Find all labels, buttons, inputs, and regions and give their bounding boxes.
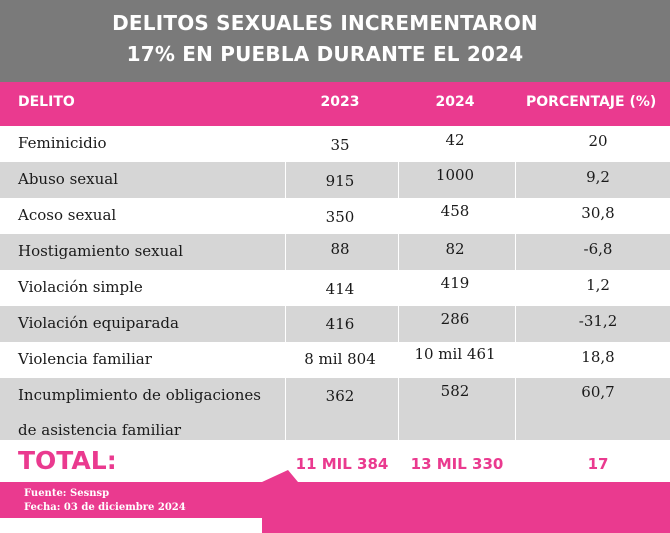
table-header: DELITO 2023 2024 PORCENTAJE (%) [0,82,670,126]
cell-porcentaje: 18,8 [581,348,615,366]
cell-delito: Acoso sexual [18,206,117,224]
column-divider [398,126,399,440]
header-delito: DELITO [18,94,75,110]
cell-porcentaje: -6,8 [583,240,613,258]
header-2024: 2024 [435,94,475,110]
total-label: TOTAL: [18,446,117,475]
table-row: Acoso sexual 350 458 30,8 [0,198,670,234]
total-porcentaje: 17 [587,455,609,473]
table-row: Violación equiparada 416 286 -31,2 [0,306,670,342]
cell-delito: Violación equiparada [18,314,179,332]
table-row: Violencia familiar 8 mil 804 10 mil 461 … [0,342,670,378]
table-row: Hostigamiento sexual 88 82 -6,8 [0,234,670,270]
cell-porcentaje: 60,7 [581,383,615,401]
cell-2023: 416 [325,315,355,333]
cell-delito-line-2: de asistencia familiar [18,421,182,439]
cell-2023: 88 [330,240,350,258]
cell-porcentaje: 1,2 [586,276,610,294]
header-2023: 2023 [320,94,360,110]
cell-2023: 8 mil 804 [304,350,376,368]
cell-delito-line-1: Incumplimiento de obligaciones [18,386,261,404]
total-2023: 11 MIL 384 [295,455,389,473]
cell-2023: 350 [325,208,355,226]
cell-delito: Abuso sexual [18,170,119,188]
cell-2023: 362 [325,387,355,405]
cell-delito: Feminicidio [18,134,107,152]
cell-2023: 414 [325,280,355,298]
cell-2023: 915 [325,172,355,190]
cell-2024: 82 [445,240,465,258]
cell-delito: Violencia familiar [18,350,152,368]
table-row: Abuso sexual 915 1000 9,2 [0,162,670,198]
page-title-line-2: 17% EN PUEBLA DURANTE EL 2024 [126,42,524,66]
cell-2024: 419 [440,274,470,292]
table-row: Incumplimiento de obligaciones de asiste… [0,378,670,440]
cell-delito: Hostigamiento sexual [18,242,183,260]
column-divider [285,126,286,440]
cell-2024: 1000 [435,166,475,184]
cell-porcentaje: 20 [588,132,608,150]
cell-2024: 582 [440,382,470,400]
cell-porcentaje: -31,2 [578,312,618,330]
page-title-line-1: DELITOS SEXUALES INCREMENTARON [112,11,538,35]
column-divider [515,126,516,440]
cell-2024: 42 [445,131,465,149]
cell-delito: Violación simple [18,278,143,296]
title-banner: DELITOS SEXUALES INCREMENTARON 17% EN PU… [0,0,670,82]
source-text: Fuente: Sesnsp [24,488,110,499]
cell-2023: 35 [330,136,350,154]
date-text: Fecha: 03 de diciembre 2024 [24,502,186,513]
table-row: Violación simple 414 419 1,2 [0,270,670,306]
table-row: Feminicidio 35 42 20 [0,126,670,162]
footer-banner [0,470,670,533]
cell-porcentaje: 30,8 [581,204,615,222]
cell-porcentaje: 9,2 [586,168,610,186]
cell-2024: 286 [440,310,470,328]
cell-2024: 10 mil 461 [414,345,496,363]
header-porcentaje: PORCENTAJE (%) [526,94,657,110]
cell-2024: 458 [440,202,470,220]
total-2024: 13 MIL 330 [410,455,504,473]
